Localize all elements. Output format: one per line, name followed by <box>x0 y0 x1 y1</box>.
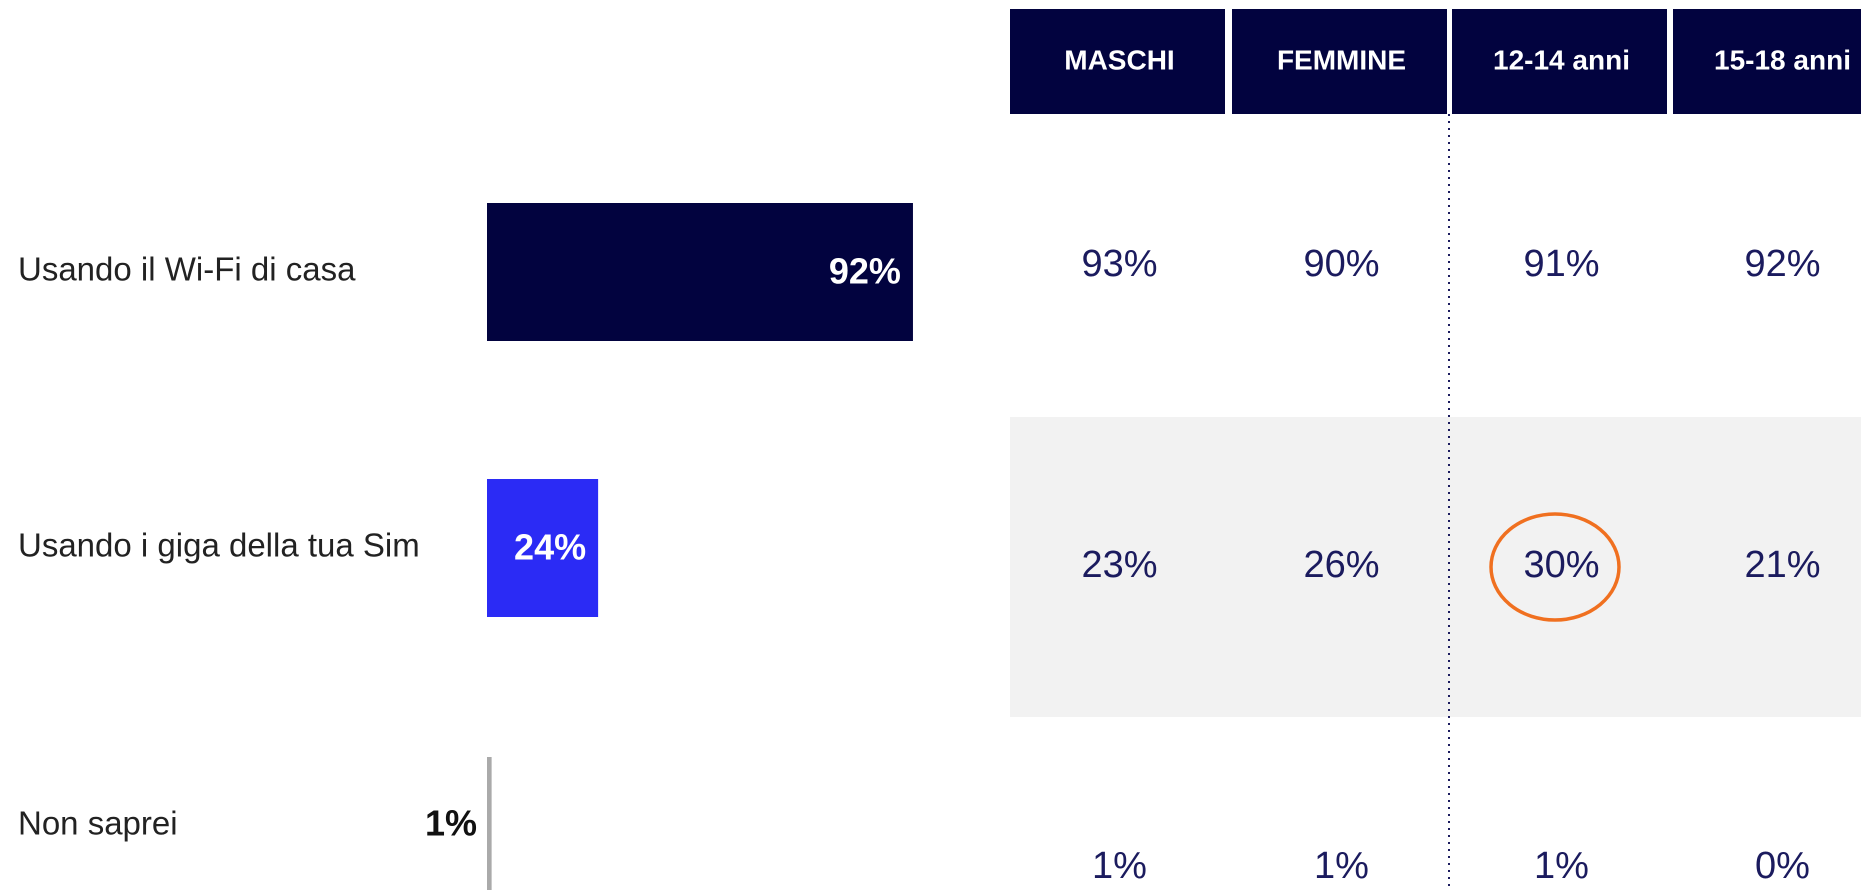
table-cell: 93% <box>1081 243 1157 285</box>
table-cell: 92% <box>1744 243 1820 285</box>
table-cell: 1% <box>1092 845 1147 887</box>
bar <box>487 757 492 890</box>
table-cell: 30% <box>1523 544 1599 586</box>
table-cell: 1% <box>1534 845 1589 887</box>
header-cell <box>1452 9 1667 114</box>
header-cell <box>1010 9 1225 114</box>
header-cell <box>1673 9 1861 114</box>
column-header: 15-18 anni <box>1714 44 1851 75</box>
table-cell: 90% <box>1303 243 1379 285</box>
category-label: Non saprei <box>18 805 178 842</box>
row-band <box>1010 417 1861 717</box>
table-cell: 26% <box>1303 544 1379 586</box>
table-cell: 21% <box>1744 544 1820 586</box>
header-cell <box>1232 9 1447 114</box>
category-label: Usando i giga della tua Sim <box>18 527 420 564</box>
column-header: 12-14 anni <box>1493 44 1630 75</box>
column-header: FEMMINE <box>1277 44 1406 75</box>
table-cell: 91% <box>1523 243 1599 285</box>
value-label: 24% <box>514 527 586 568</box>
bar <box>487 203 913 341</box>
table-cell: 23% <box>1081 544 1157 586</box>
column-header: MASCHI <box>1064 44 1174 75</box>
category-label: Usando il Wi-Fi di casa <box>18 251 356 288</box>
highlight-circle <box>1489 512 1621 622</box>
value-label: 1% <box>425 803 477 844</box>
table-cell: 0% <box>1755 845 1810 887</box>
bar <box>487 479 599 617</box>
value-label: 92% <box>829 251 901 292</box>
table-cell: 1% <box>1314 845 1369 887</box>
